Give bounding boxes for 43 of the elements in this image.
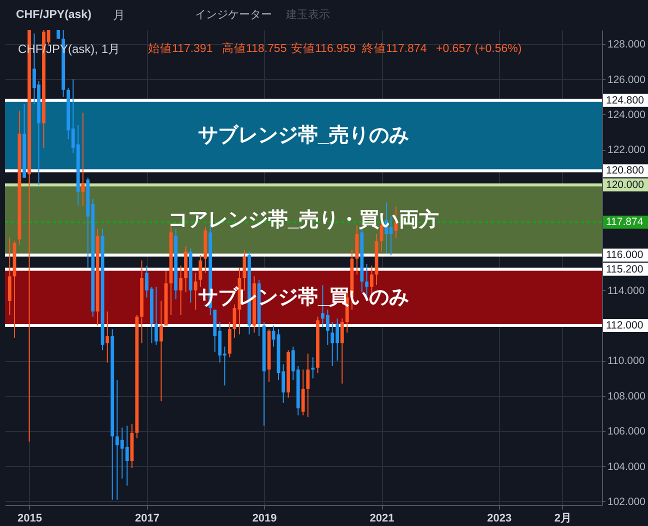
annotation: +0.657 (+0.56%) (436, 43, 522, 55)
annotation: 高値118.755 (222, 41, 287, 55)
y-tick-label: 126.000 (608, 74, 646, 86)
candlestick (81, 112, 85, 206)
ref-line-label: 116.000 (606, 249, 644, 262)
x-tick-label: 2月 (554, 512, 572, 524)
y-tick-label: 104.000 (608, 460, 646, 473)
ref-line-label: 120.000 (606, 178, 644, 191)
x-tick-label: 2021 (370, 512, 394, 524)
y-tick-label: 108.000 (608, 390, 646, 402)
text: 建玉表示 (285, 8, 330, 21)
ref-line-label: 112.000 (606, 320, 644, 332)
y-tick-label: 106.000 (608, 426, 646, 438)
candlestick (179, 265, 183, 316)
y-tick-label: 102.000 (608, 496, 646, 508)
annotation: 始値117.391 (148, 42, 213, 55)
x-tick-label: 2017 (134, 512, 160, 524)
candlestick (198, 254, 202, 288)
ref-line-label: 120.800 (606, 164, 644, 177)
text: 月 (113, 8, 125, 22)
candlestick (340, 318, 344, 384)
band-label: サブレンジ帯_売りのみ (198, 124, 410, 147)
candlestick (306, 353, 310, 418)
candlestick (106, 310, 110, 363)
ref-line-label: 115.200 (606, 263, 644, 276)
y-tick-label: 114.000 (608, 284, 645, 297)
candlestick (154, 286, 158, 346)
text: インジケーター (195, 9, 272, 21)
candlestick (194, 272, 198, 310)
annotation: 終値117.874 (361, 42, 428, 55)
y-tick-label: 110.000 (608, 355, 645, 368)
candlestick (160, 300, 163, 402)
ref-line-label: 124.800 (606, 94, 644, 106)
y-tick-label: 128.000 (608, 38, 646, 51)
text: CHF/JPY(ask) (16, 9, 92, 21)
y-tick-label: 122.000 (608, 144, 646, 156)
candlestick (301, 369, 305, 416)
x-tick-label: 2023 (487, 512, 512, 524)
annotation: 安値116.959 (291, 41, 356, 55)
ref-line-label: 117.874 (606, 216, 644, 228)
y-tick-label: 124.000 (608, 108, 646, 121)
x-tick-label: 2019 (252, 512, 277, 524)
x-tick-label: 2015 (18, 512, 42, 524)
